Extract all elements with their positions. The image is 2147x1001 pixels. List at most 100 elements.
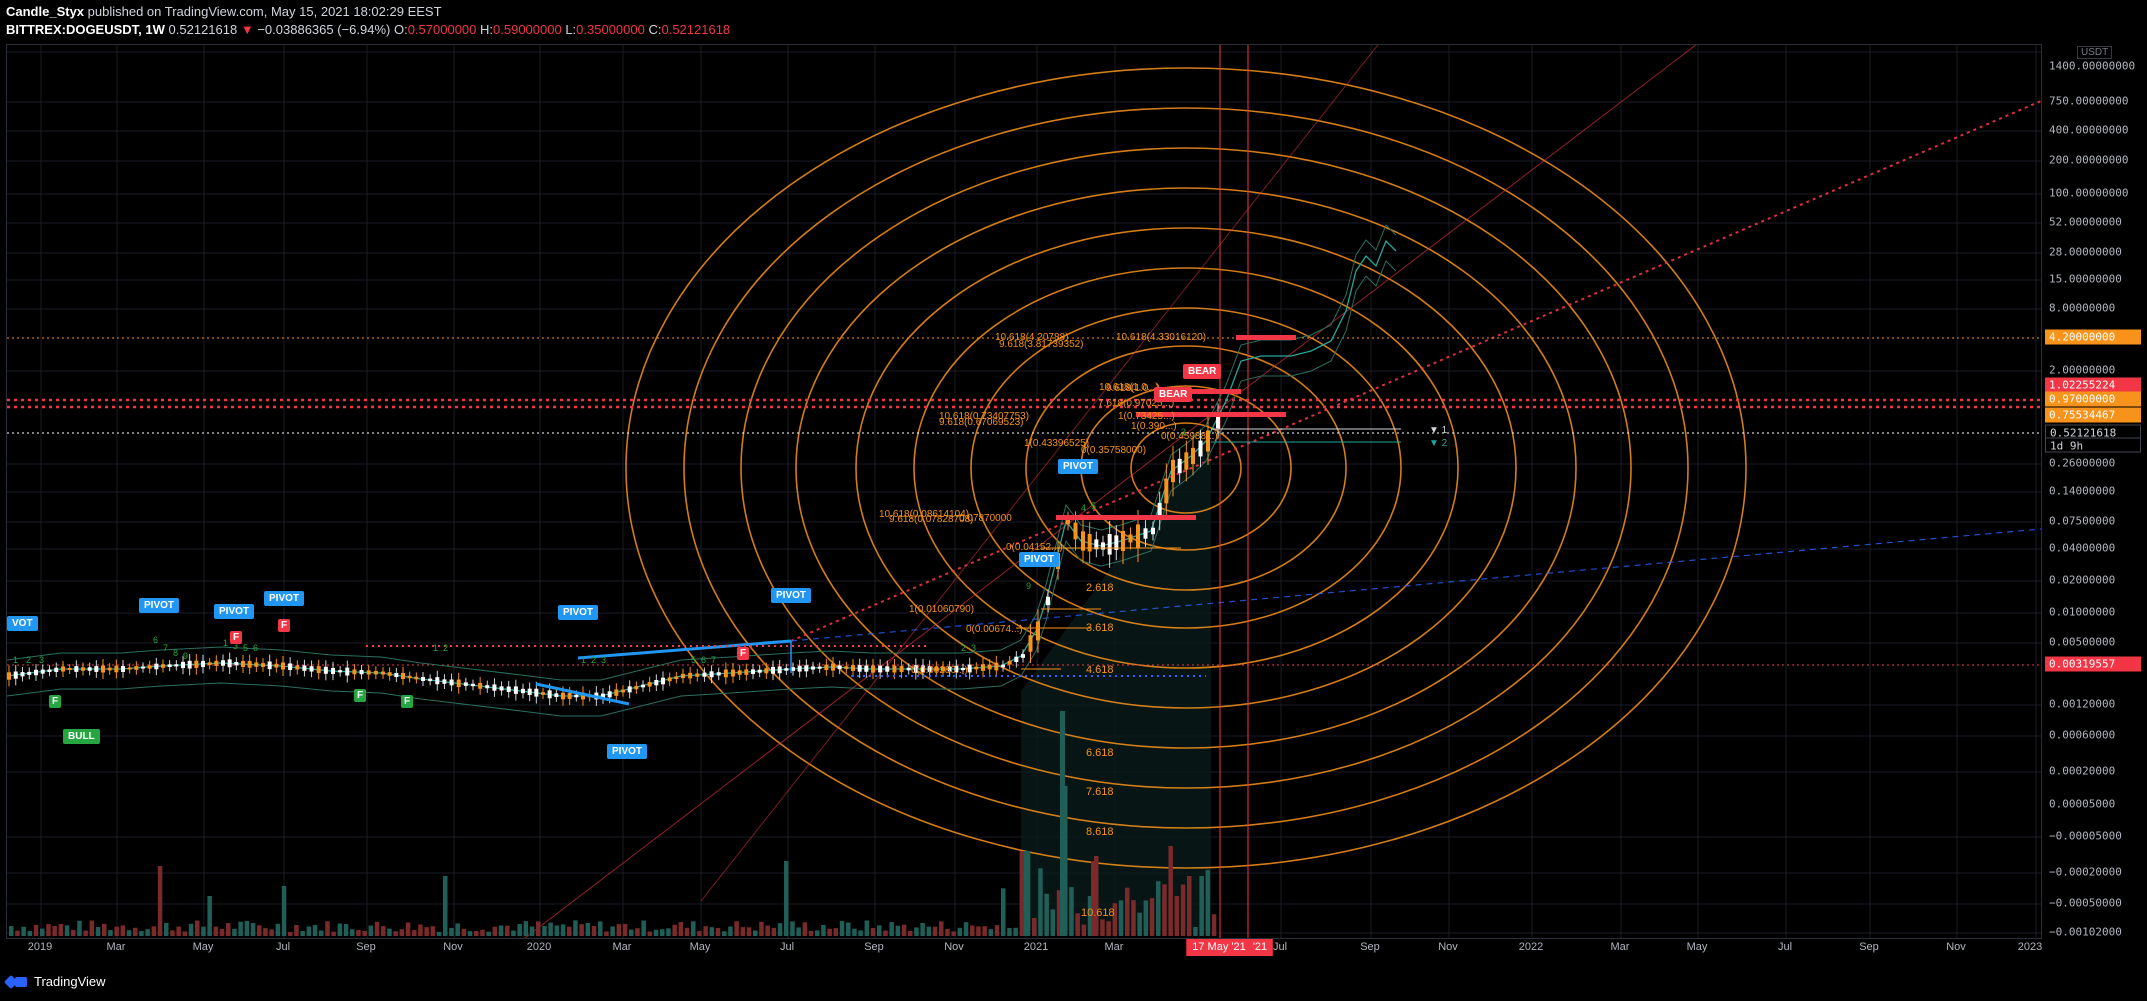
candle-body [541,692,545,695]
price-axis[interactable]: USDT 1400.00000000 750.00000000 400.000000… [2041,44,2147,939]
f-marker-red[interactable]: F [278,619,291,632]
volume-bar [703,926,708,936]
candle-body [1028,635,1033,652]
td-count-digit: 1 [13,655,18,665]
pivot-label[interactable]: PIVOT [1058,459,1099,474]
pivot-label[interactable]: PIVOT [1019,552,1060,567]
price-level-tag[interactable]: 0.00319557 [2045,656,2141,672]
pivot-label[interactable]: PIVOT [139,598,180,613]
pivot-label[interactable]: PIVOT [558,605,599,620]
volume-bar [821,924,826,936]
candle-body [141,666,145,669]
time-tick-label: Nov [1946,941,1966,953]
volume-bar [672,924,677,936]
time-axis[interactable]: 2019 Mar May Jul Sep Nov 2020 Mar May Jul Sep Nov 20… [6,937,2042,959]
volume-bar [957,927,963,936]
fib-extension-label: 2.618 [1086,582,1114,594]
candle-body [154,663,159,670]
candle-body [134,666,139,670]
price-level-tag[interactable]: 1d 9h [2045,437,2141,453]
candle-body [737,670,742,675]
volume-bar [1087,896,1093,936]
pivot-label[interactable]: PIVOT [607,744,648,759]
volume-bar [1100,919,1105,936]
fib-price-label: 9.618(3.81739352) [999,339,1084,350]
volume-bar [709,927,715,936]
candle-body [247,660,252,668]
price-level-tag[interactable]: 4.20000000 [2045,329,2141,345]
candle-body [187,660,192,669]
volume-bar [337,923,343,936]
candle-body [784,668,789,671]
td-count-digit: 2 [591,655,596,665]
volume-bar [1174,896,1180,936]
fib-price-label: 1(0.390...) [1131,421,1177,432]
candle-body [449,679,454,686]
published-text: published on TradingView.com, May 15, 20… [84,4,442,19]
candle-body [81,667,85,671]
marker-1: ▼ 1 [1429,425,1448,436]
td-count-digit: 9 [183,651,188,661]
pivot-label[interactable]: VOT [7,616,38,631]
f-marker-red[interactable]: F [230,631,243,644]
candle-body [316,666,321,674]
price-level-tag[interactable]: 1.02255224 [2045,377,2141,393]
candle-body [47,669,52,673]
candle-body [214,660,219,666]
volume-bar [1168,846,1173,936]
volume-bar [883,930,888,936]
volume-bar [653,929,659,936]
bull-label[interactable]: BULL [63,729,100,744]
volume-bar [120,925,126,936]
volume-bar [1112,903,1118,936]
candle-body [295,665,300,670]
chart-pane[interactable]: 2.618 3.618 4.618 6.618 7.618 8.618 10.618 10.6… [6,44,2042,939]
price-level-tag[interactable]: 0.75534467 [2045,407,2141,423]
symbol-title[interactable]: BITTREX:DOGEUSDT, 1W [6,22,165,37]
td-count-digit: 1 [433,643,438,653]
candle-body [878,665,883,673]
volume-bar [170,930,175,936]
pivot-label[interactable]: PIVOT [771,588,812,603]
author-name[interactable]: Candle_Styx [6,4,85,19]
volume-bar [424,927,429,936]
volume-bar [418,924,423,936]
candle-body [547,690,552,699]
volume-bar [1106,921,1111,936]
price-chart[interactable]: 2.618 3.618 4.618 6.618 7.618 8.618 10.618 10.6… [7,45,2041,938]
tradingview-logo[interactable]: TradingView [6,974,106,989]
candle-body [967,664,972,673]
candle-body [40,669,45,674]
candle-body [797,665,802,672]
volume-bar [219,928,225,936]
volume-bar [64,925,70,936]
price-tick-label: −0.00102000 [2049,925,2122,939]
volume-bar [102,923,107,936]
volume-bar [498,925,504,936]
volume-bar [629,929,634,936]
pivot-label[interactable]: PIVOT [214,604,255,619]
volume-bar [505,925,510,936]
candle-body [463,682,468,686]
bear-label[interactable]: BEAR [1183,364,1222,379]
time-tick-label: Jul [779,941,795,953]
f-marker-red[interactable]: F [737,647,750,660]
candle-body [947,666,952,672]
volume-bar [1193,926,1198,936]
volume-bar [678,922,684,936]
candle-body [731,669,735,677]
volume-bar [833,928,839,936]
volume-bar [802,922,808,936]
candle-body [641,684,645,688]
f-marker[interactable]: F [354,689,367,702]
candle-body [534,688,539,697]
f-marker[interactable]: F [49,695,62,708]
f-marker[interactable]: F [401,695,414,708]
bear-label[interactable]: BEAR [1154,387,1193,402]
candle-body [513,686,518,694]
price-level-tag[interactable]: 0.52121618 [2045,424,2141,440]
candle-body [7,672,11,680]
pivot-label[interactable]: PIVOT [264,591,305,606]
price-level-tag[interactable]: 0.97000000 [2045,391,2141,407]
currency-unit-label[interactable]: USDT [2077,46,2113,59]
